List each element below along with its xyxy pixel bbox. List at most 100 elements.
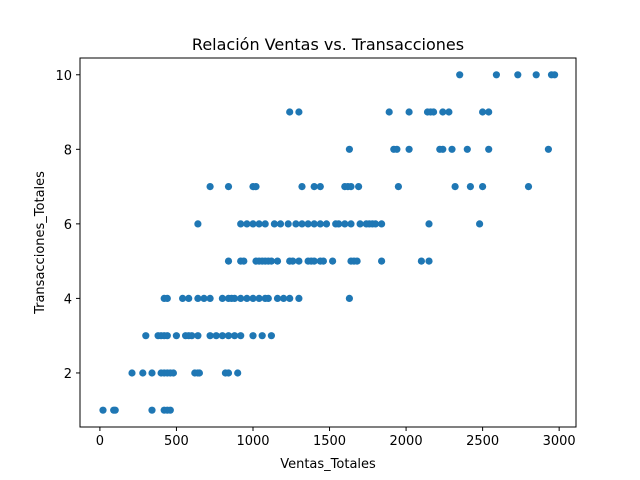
data-points: [99, 71, 559, 414]
data-point: [261, 220, 269, 228]
data-point: [492, 71, 500, 79]
data-point: [445, 108, 453, 116]
data-point: [249, 332, 257, 340]
y-axis: 2 4 6 8 10: [55, 69, 80, 382]
data-point: [252, 183, 260, 191]
data-point: [194, 220, 202, 228]
data-point: [194, 332, 202, 340]
data-point: [485, 145, 493, 153]
data-point: [304, 220, 312, 228]
y-tick-label: 10: [55, 69, 72, 84]
data-point: [267, 257, 275, 265]
data-point: [224, 369, 233, 377]
x-tick-label: 1000: [236, 434, 269, 449]
data-point: [240, 257, 248, 265]
data-point: [329, 257, 337, 265]
x-tick-label: 500: [164, 434, 189, 449]
data-point: [179, 294, 187, 302]
data-point: [289, 257, 297, 265]
data-point: [206, 294, 214, 302]
data-point: [99, 406, 107, 414]
data-point: [218, 332, 226, 340]
data-point: [353, 257, 361, 265]
data-point: [243, 294, 251, 302]
data-point: [148, 406, 156, 414]
data-point: [237, 220, 245, 228]
data-point: [243, 220, 251, 228]
data-point: [425, 220, 433, 228]
data-point: [451, 183, 459, 191]
data-point: [280, 294, 288, 302]
data-point: [341, 220, 349, 228]
data-point: [295, 108, 303, 116]
data-point: [347, 183, 355, 191]
data-point: [479, 183, 487, 191]
data-point: [172, 332, 180, 340]
data-point: [264, 294, 272, 302]
data-point: [298, 183, 306, 191]
data-point: [295, 257, 303, 265]
y-axis-title: Transacciones_Totales: [33, 171, 48, 315]
data-point: [142, 332, 150, 340]
data-point: [292, 220, 300, 228]
plot-area-frame: [79, 57, 577, 428]
data-point: [231, 332, 239, 340]
data-point: [255, 294, 263, 302]
data-point: [514, 71, 522, 79]
data-point: [224, 183, 233, 191]
x-tick-label: 0: [96, 434, 104, 449]
data-point: [316, 220, 324, 228]
data-point: [448, 145, 456, 153]
data-point: [163, 332, 171, 340]
data-point: [405, 145, 413, 153]
data-point: [485, 108, 493, 116]
data-point: [322, 220, 331, 228]
data-point: [479, 108, 487, 116]
data-point: [385, 108, 393, 116]
x-tick-label: 2500: [466, 434, 499, 449]
data-point: [316, 183, 324, 191]
y-tick-label: 4: [64, 292, 72, 307]
data-point: [295, 294, 303, 302]
data-point: [139, 369, 147, 377]
data-point: [237, 332, 245, 340]
data-point: [345, 294, 353, 302]
y-tick-label: 6: [64, 218, 72, 233]
data-point: [356, 220, 364, 228]
data-point: [273, 294, 282, 302]
data-point: [393, 145, 401, 153]
data-point: [276, 220, 285, 228]
data-point: [425, 257, 433, 265]
chart-title: Relación Ventas vs. Transacciones: [192, 35, 464, 54]
data-point: [286, 108, 294, 116]
x-tick-label: 1500: [313, 434, 346, 449]
data-point: [310, 183, 318, 191]
data-point: [551, 71, 559, 79]
data-point: [544, 145, 553, 153]
data-point: [224, 257, 233, 265]
data-point: [355, 183, 363, 191]
data-point: [206, 183, 214, 191]
data-point: [439, 145, 447, 153]
data-point: [286, 294, 294, 302]
data-point: [206, 332, 214, 340]
data-point: [405, 108, 413, 116]
data-point: [394, 183, 402, 191]
data-point: [466, 183, 474, 191]
data-point: [234, 369, 242, 377]
data-point: [345, 145, 353, 153]
y-tick-label: 8: [64, 143, 72, 158]
data-point: [231, 294, 239, 302]
data-point: [169, 369, 177, 377]
data-point: [128, 369, 136, 377]
data-point: [249, 220, 257, 228]
data-point: [456, 71, 464, 79]
data-point: [273, 257, 282, 265]
data-point: [194, 294, 202, 302]
data-point: [378, 257, 386, 265]
data-point: [371, 220, 380, 228]
data-point: [310, 257, 318, 265]
x-axis: 0 500 1000 1500 2000 2500 3000: [96, 427, 576, 449]
data-point: [347, 220, 355, 228]
